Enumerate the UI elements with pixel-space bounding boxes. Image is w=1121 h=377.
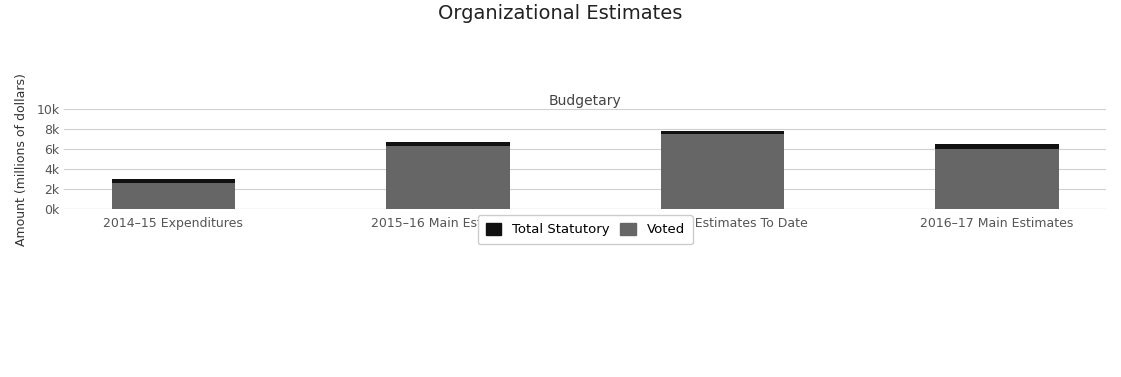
Bar (112, 179, 235, 183)
Text: Organizational Estimates: Organizational Estimates (438, 4, 683, 23)
Bar (935, 149, 1058, 209)
Legend: Total Statutory, Voted: Total Statutory, Voted (478, 215, 693, 244)
Bar (935, 144, 1058, 149)
Title: Budgetary: Budgetary (549, 94, 621, 108)
Bar (660, 134, 785, 209)
Bar (112, 183, 235, 209)
Y-axis label: Amount (millions of dollars): Amount (millions of dollars) (15, 73, 28, 246)
Bar (660, 131, 785, 134)
Bar (386, 142, 510, 146)
Bar (386, 146, 510, 209)
